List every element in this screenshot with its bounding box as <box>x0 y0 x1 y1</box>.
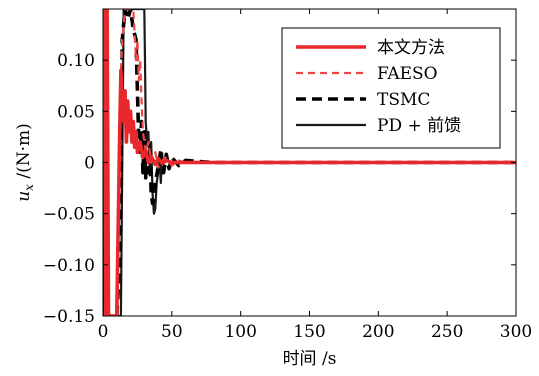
x-tick-label-3: 150 <box>293 322 325 342</box>
x-tick-label-0: 0 <box>98 322 109 342</box>
tick-labels: 0 50 100 150 200 250 300 −0.15 −0.10 −0.05 0 0.05 0.… <box>43 51 532 342</box>
series-line-3 <box>103 9 164 316</box>
x-tick-label-5: 250 <box>431 322 463 342</box>
y-tick-label-4: 0.05 <box>57 102 95 122</box>
axis-ticks <box>102 9 517 317</box>
y-axis-title: ux /(N·m) <box>14 123 36 202</box>
legend-label-2: TSMC <box>377 90 430 110</box>
y-tick-label-0: −0.15 <box>43 307 95 327</box>
series-line-0 <box>103 9 516 316</box>
x-axis-title: 时间 /s <box>283 349 337 369</box>
y-axis-title-sub: x <box>22 184 36 191</box>
legend-label-1: FAESO <box>377 64 438 84</box>
y-axis-title-main: u <box>14 191 34 202</box>
legend-label-3: PD + 前馈 <box>377 116 461 136</box>
x-tick-label-1: 50 <box>161 322 183 342</box>
x-tick-label-2: 100 <box>224 322 256 342</box>
y-axis-title-unit: /(N·m) <box>14 123 34 184</box>
plot-lines <box>103 9 516 316</box>
x-tick-label-4: 200 <box>362 322 394 342</box>
y-tick-label-3: 0 <box>84 154 95 174</box>
y-tick-label-5: 0.10 <box>57 51 95 71</box>
y-tick-label-2: −0.05 <box>43 205 95 225</box>
legend-label-0: 本文方法 <box>377 38 445 58</box>
legend: 本文方法 FAESO TSMC PD + 前馈 <box>281 27 501 149</box>
x-tick-label-6: 300 <box>500 322 532 342</box>
y-tick-label-1: −0.10 <box>43 256 95 276</box>
